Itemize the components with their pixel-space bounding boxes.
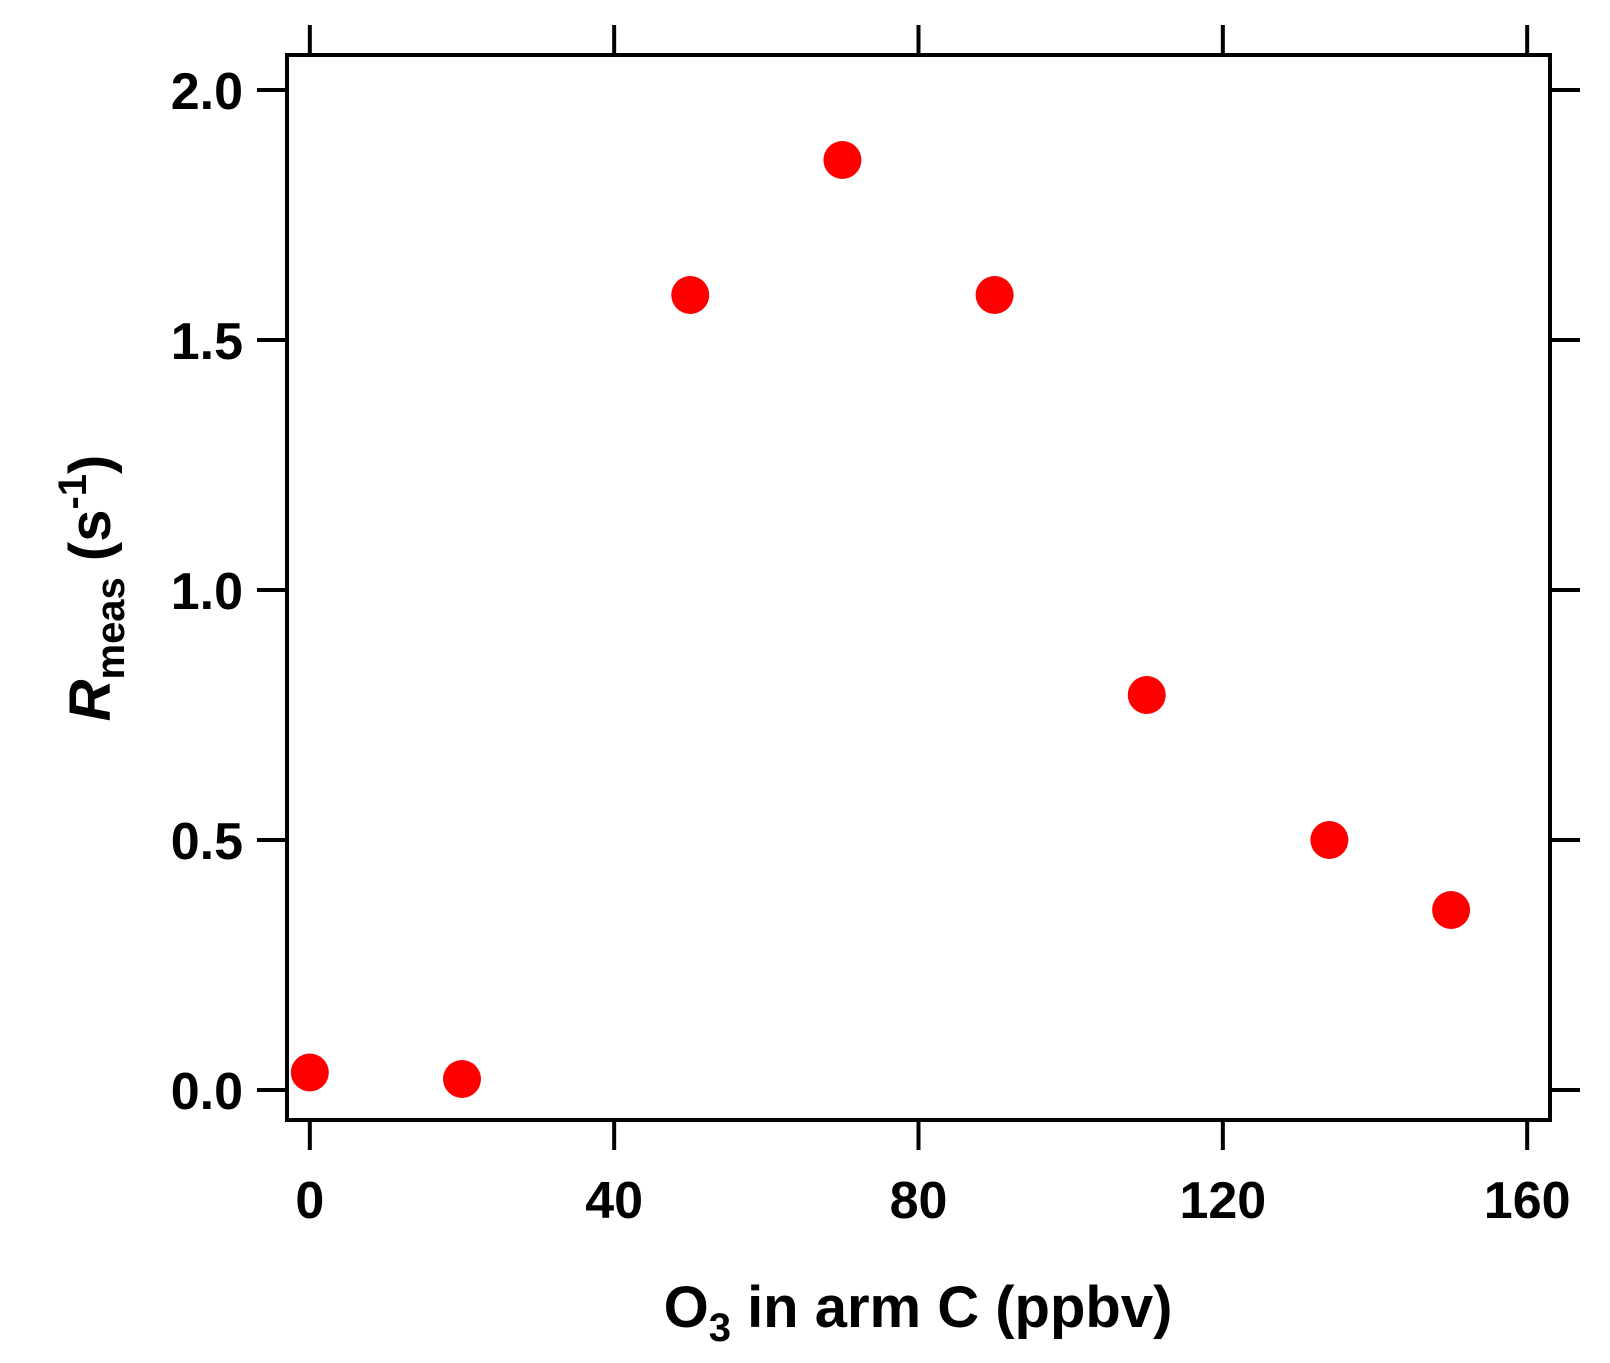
plot-frame	[285, 53, 1552, 1122]
data-point	[1432, 891, 1471, 929]
data-point	[823, 141, 862, 179]
x-tick-label: 160	[1484, 1172, 1571, 1230]
tick-labels: 0 40 80 120 160 0.0 0.5 1.0 1.5 2.0	[171, 63, 1571, 1230]
x-axis-label: O3 in arm C (ppbv)	[664, 1275, 1173, 1350]
y-tick-label: 0.5	[171, 813, 243, 871]
y-axis-label: Rmeas (s-1)	[51, 455, 133, 722]
y-tick-label: 1.5	[171, 313, 243, 371]
axis-ticks	[257, 25, 1580, 1150]
data-point	[1127, 676, 1166, 714]
y-tick-label: 1.0	[171, 563, 243, 621]
data-point	[975, 276, 1014, 314]
data-point	[671, 276, 710, 314]
x-tick-label: 120	[1179, 1172, 1266, 1230]
y-tick-label: 0.0	[171, 1063, 243, 1121]
data-point	[290, 1053, 329, 1092]
x-tick-label: 80	[890, 1172, 948, 1230]
x-tick-label: 0	[295, 1172, 324, 1230]
data-points	[290, 141, 1471, 1098]
data-point	[1310, 821, 1349, 859]
y-tick-label: 2.0	[171, 63, 243, 121]
data-point	[442, 1060, 481, 1098]
x-tick-label: 40	[585, 1172, 643, 1230]
